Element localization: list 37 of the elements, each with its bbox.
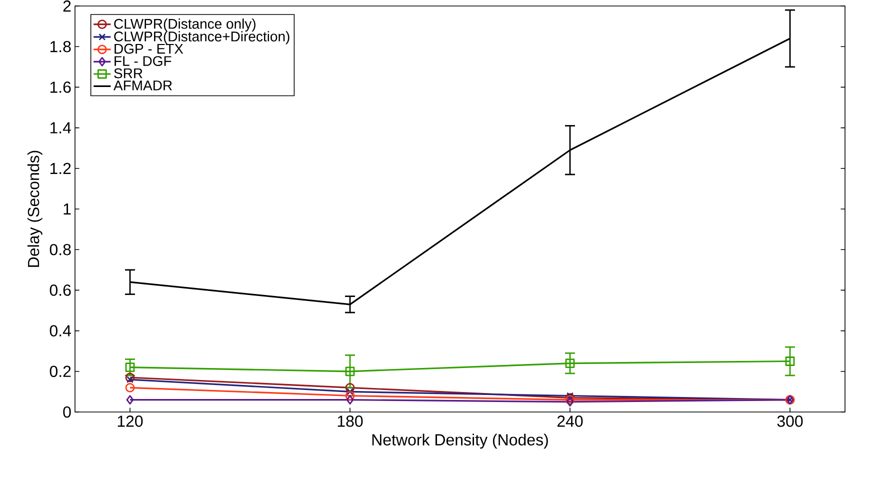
y-tick-label: 1.2 (50, 162, 71, 174)
point (125, 382, 135, 392)
point (345, 366, 355, 376)
y-tick-label: 0 (63, 406, 71, 418)
y-tick-label: 1 (64, 203, 71, 214)
x-tick-label: 300 (777, 416, 803, 427)
point (125, 372, 135, 382)
point (125, 362, 135, 372)
x-axis-title: Network Density (Nodes) (372, 434, 548, 449)
point (126, 376, 134, 384)
y-tick-label: 0.6 (50, 284, 71, 296)
legend-label: CLWPR(Distance+Direction) (114, 31, 290, 44)
x-tick-label: 180 (338, 416, 363, 427)
point (346, 395, 354, 405)
legend-label: FL - DGF (114, 56, 172, 66)
point (345, 391, 355, 400)
point (565, 358, 575, 368)
y-tick-label: 0.8 (50, 244, 71, 256)
y-tick-label: 0.2 (50, 366, 71, 378)
point (565, 393, 575, 402)
legend-label: SRR (114, 68, 142, 78)
point (346, 388, 354, 396)
point (126, 395, 134, 405)
y-tick-label: 0.4 (50, 325, 71, 336)
x-tick-label: 240 (557, 416, 583, 427)
point (785, 356, 795, 366)
legend-label: AFMADR (114, 80, 172, 90)
y-tick-label: 1.6 (50, 82, 71, 93)
point (345, 382, 355, 392)
x-tick-label: 120 (118, 416, 143, 427)
legend-label: CLWPR(Distance only) (114, 18, 256, 32)
y-tick-label: 1.8 (50, 40, 71, 52)
y-tick-label: 1.4 (50, 122, 71, 134)
y-axis-title: Delay (Seconds) (27, 150, 42, 267)
y-tick-label: 2 (63, 0, 71, 12)
point (566, 392, 574, 400)
legend-label: DGP - ETX (114, 44, 184, 54)
